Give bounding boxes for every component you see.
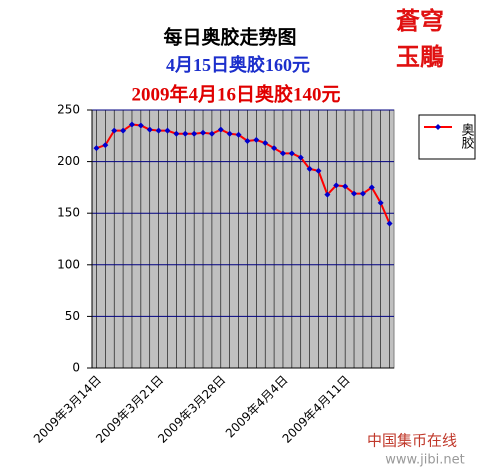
legend-box [418,114,476,160]
y-tick-label: 100 [57,257,80,271]
line [96,123,391,224]
x-tick-label: 2009年4月11日 [280,373,353,446]
point [93,145,100,152]
point [359,190,366,197]
point [217,126,224,133]
point [351,190,358,197]
y-tick-label: 250 [57,103,80,117]
stamp: 蒼穹 [396,7,444,35]
watermark: 中国集币在线 [367,432,457,450]
point [164,127,171,134]
point [271,145,278,152]
point [324,191,331,198]
chart-title: 每日奥胶走势图 [163,26,296,49]
point [244,137,251,144]
y-tick-label: 50 [65,309,80,323]
point [386,220,393,227]
point [235,131,242,138]
plot-area [91,109,395,369]
point [191,130,198,137]
point [342,183,349,190]
chart-subtitle: 4月15日奥胶160元 [166,54,310,75]
y-tick-label: 150 [57,206,80,220]
point [182,130,189,137]
point [226,130,233,137]
point [315,167,322,174]
point [262,140,269,147]
point [173,130,180,137]
stamp: 玉鵰 [396,43,444,71]
legend-label: 奥胶 [459,123,475,150]
y-tick-label: 0 [72,361,80,375]
x-tick-label: 2009年3月28日 [155,373,228,446]
point [297,154,304,161]
point [368,184,375,191]
point [288,150,295,157]
point [253,136,260,143]
point [120,127,127,134]
point [306,165,313,172]
point [137,122,144,129]
x-tick-label: 2009年4月4日 [223,373,291,441]
point [155,127,162,134]
point [128,121,135,128]
point [333,182,340,189]
point [146,126,153,133]
chart-subtitle: 2009年4月16日奥胶140元 [131,82,340,105]
point [279,150,286,157]
point [200,129,207,136]
y-tick-label: 200 [57,154,80,168]
watermark: www.jibi.net [385,453,464,468]
point [111,127,118,134]
legend-marker [435,124,441,130]
point [377,199,384,206]
point [208,130,215,137]
point [102,142,109,149]
